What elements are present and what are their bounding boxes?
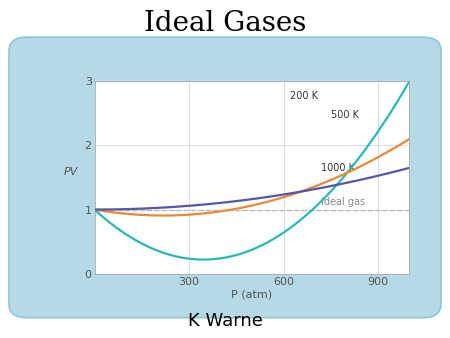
Text: 200 K: 200 K (290, 91, 318, 101)
Text: K Warne: K Warne (188, 312, 262, 330)
Text: 1000 K: 1000 K (321, 163, 356, 173)
Y-axis label: PV: PV (63, 167, 78, 177)
X-axis label: P (atm): P (atm) (231, 289, 273, 299)
Text: 500 K: 500 K (331, 111, 359, 120)
FancyBboxPatch shape (9, 37, 441, 318)
Text: Ideal gas: Ideal gas (321, 197, 365, 207)
Text: Ideal Gases: Ideal Gases (144, 10, 306, 37)
